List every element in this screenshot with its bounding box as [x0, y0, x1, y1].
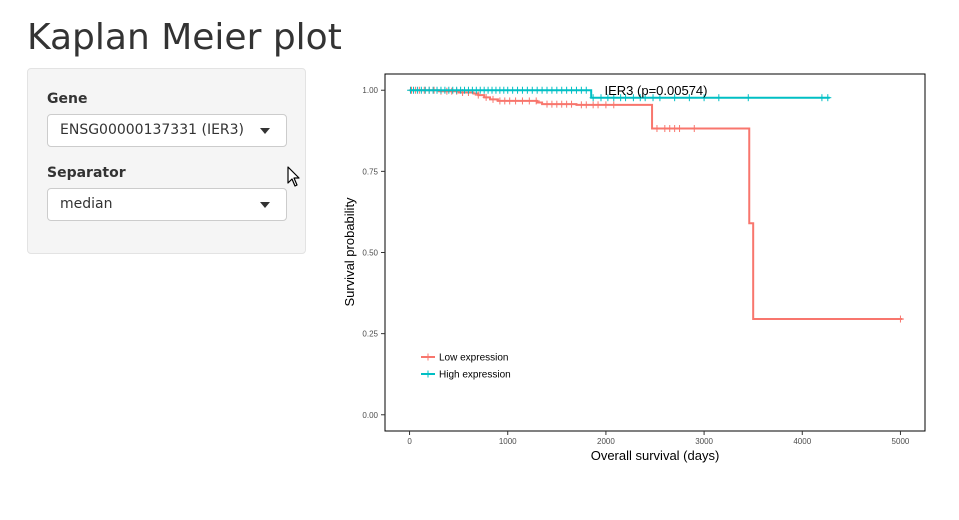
x-tick-label: 0 [407, 437, 412, 446]
mouse-pointer-icon [287, 166, 300, 187]
censor-mark-low-expression [653, 125, 661, 133]
censor-mark-high-expression [597, 94, 605, 102]
censor-mark-high-expression [685, 94, 693, 102]
censor-mark-high-expression [744, 94, 752, 102]
censor-mark-high-expression [589, 94, 597, 102]
censor-mark-high-expression [610, 94, 618, 102]
censor-mark-low-expression [896, 315, 904, 323]
separator-label: Separator [47, 165, 126, 181]
censor-mark-high-expression [671, 94, 679, 102]
censor-mark-low-expression [594, 101, 602, 109]
x-axis-label: Overall survival (days) [591, 448, 720, 463]
plot-panel [384, 73, 926, 432]
censor-mark-high-expression [622, 94, 630, 102]
separator-select[interactable]: median [47, 188, 287, 221]
x-tick-label: 1000 [499, 437, 517, 446]
chart-title: IER3 (p=0.00574) [605, 83, 708, 98]
sidebar-panel: Gene ENSG00000137331 (IER3) Separator me… [27, 68, 306, 254]
y-tick-label: 0.75 [362, 167, 378, 176]
y-tick-label: 0.25 [362, 330, 378, 339]
censor-mark-low-expression [482, 93, 490, 101]
y-tick-label: 0.00 [362, 411, 378, 420]
chevron-down-icon [260, 128, 270, 134]
censor-mark-high-expression [715, 94, 723, 102]
censor-mark-low-expression [568, 100, 576, 108]
x-tick-label: 4000 [793, 437, 811, 446]
censor-mark-high-expression [818, 94, 826, 102]
legend-label-high-expression: High expression [439, 370, 511, 381]
legend: Low expression High expression [421, 353, 511, 381]
legend-key-high-expression [421, 370, 435, 378]
censor-mark-low-expression [602, 101, 610, 109]
y-tick-label: 0.50 [362, 249, 378, 258]
gene-label: Gene [47, 91, 88, 107]
censor-mark-low-expression [518, 97, 526, 105]
censor-mark-low-expression [512, 97, 520, 105]
y-axis-label: Survival probability [342, 197, 357, 307]
censor-mark-low-expression [506, 97, 514, 105]
censor-mark-low-expression [532, 97, 540, 105]
censor-mark-high-expression [649, 94, 657, 102]
censor-mark-low-expression [474, 91, 482, 99]
censor-mark-high-expression [629, 94, 637, 102]
x-tick-label: 3000 [695, 437, 713, 446]
kaplan-meier-chart: 0.00 0.25 0.50 0.75 1.00 0 1000 2000 3000 4000 50… [342, 73, 926, 463]
censor-mark-high-expression [582, 86, 590, 94]
censor-mark-high-expression [700, 94, 708, 102]
page-title: Kaplan Meier plot [27, 17, 342, 58]
censor-mark-low-expression [690, 125, 698, 133]
y-tick-label: 1.00 [362, 86, 378, 95]
censor-mark-high-expression [656, 94, 664, 102]
censor-mark-high-expression [641, 94, 649, 102]
censor-mark-high-expression [604, 94, 612, 102]
x-tick-label: 5000 [892, 437, 910, 446]
legend-key-low-expression [421, 353, 435, 361]
censor-mark-low-expression [676, 125, 684, 133]
censor-mark-low-expression [489, 95, 497, 103]
gene-select[interactable]: ENSG00000137331 (IER3) [47, 114, 287, 147]
separator-select-value: median [60, 196, 113, 212]
censor-mark-low-expression [525, 97, 533, 105]
gene-select-value: ENSG00000137331 (IER3) [60, 122, 245, 138]
censor-mark-high-expression [824, 94, 832, 102]
censor-mark-low-expression [610, 101, 618, 109]
legend-label-low-expression: Low expression [439, 353, 508, 364]
chevron-down-icon [260, 202, 270, 208]
censor-mark-low-expression [582, 101, 590, 109]
x-tick-label: 2000 [597, 437, 615, 446]
